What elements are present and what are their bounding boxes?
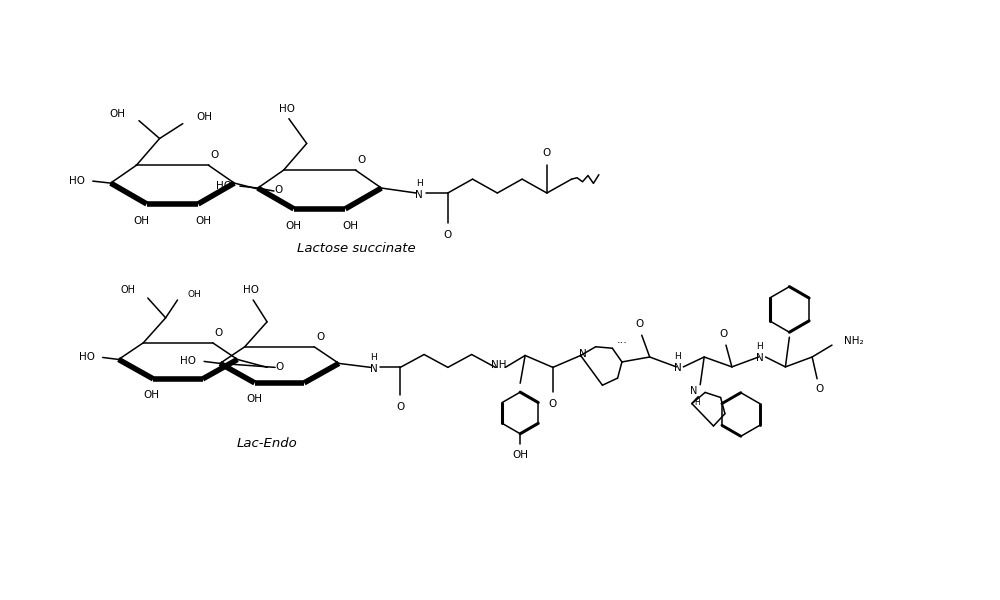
Text: O: O (215, 328, 223, 338)
Text: N: N (415, 190, 423, 200)
Text: H: H (674, 352, 681, 361)
Text: HO: HO (180, 356, 196, 367)
Text: O: O (275, 362, 283, 373)
Text: N: N (370, 364, 377, 374)
Text: ···: ··· (617, 338, 628, 348)
Text: NH: NH (491, 361, 506, 370)
Text: OH: OH (342, 221, 358, 230)
Text: HO: HO (69, 176, 85, 186)
Text: O: O (549, 399, 557, 409)
Text: HO: HO (243, 285, 259, 295)
Text: HO: HO (216, 181, 232, 191)
Text: N: N (579, 349, 586, 359)
Text: H: H (416, 179, 422, 188)
Text: NH₂: NH₂ (844, 336, 863, 346)
Text: Lactose succinate: Lactose succinate (297, 242, 416, 255)
Text: Lac-Endo: Lac-Endo (237, 437, 298, 450)
Text: O: O (444, 230, 452, 239)
Text: N: N (674, 363, 681, 373)
Text: OH: OH (121, 285, 136, 295)
Text: O: O (815, 383, 823, 394)
Text: OH: OH (134, 216, 150, 226)
Text: H: H (694, 398, 700, 407)
Text: O: O (316, 332, 324, 342)
Text: O: O (274, 185, 282, 195)
Text: OH: OH (197, 112, 213, 122)
Text: OH: OH (143, 390, 159, 400)
Text: O: O (357, 155, 366, 166)
Text: O: O (720, 329, 728, 339)
Text: OH: OH (187, 290, 201, 299)
Text: N: N (756, 353, 764, 363)
Text: O: O (210, 151, 219, 160)
Text: OH: OH (109, 109, 125, 119)
Text: O: O (636, 319, 644, 329)
Text: OH: OH (247, 394, 263, 404)
Text: H: H (756, 341, 763, 350)
Text: O: O (396, 402, 404, 412)
Text: OH: OH (195, 216, 211, 226)
Text: N: N (690, 386, 697, 397)
Text: HO: HO (79, 352, 95, 362)
Text: OH: OH (286, 221, 302, 230)
Text: O: O (543, 148, 551, 158)
Text: H: H (370, 353, 377, 362)
Text: HO: HO (279, 104, 295, 114)
Text: OH: OH (512, 449, 528, 460)
